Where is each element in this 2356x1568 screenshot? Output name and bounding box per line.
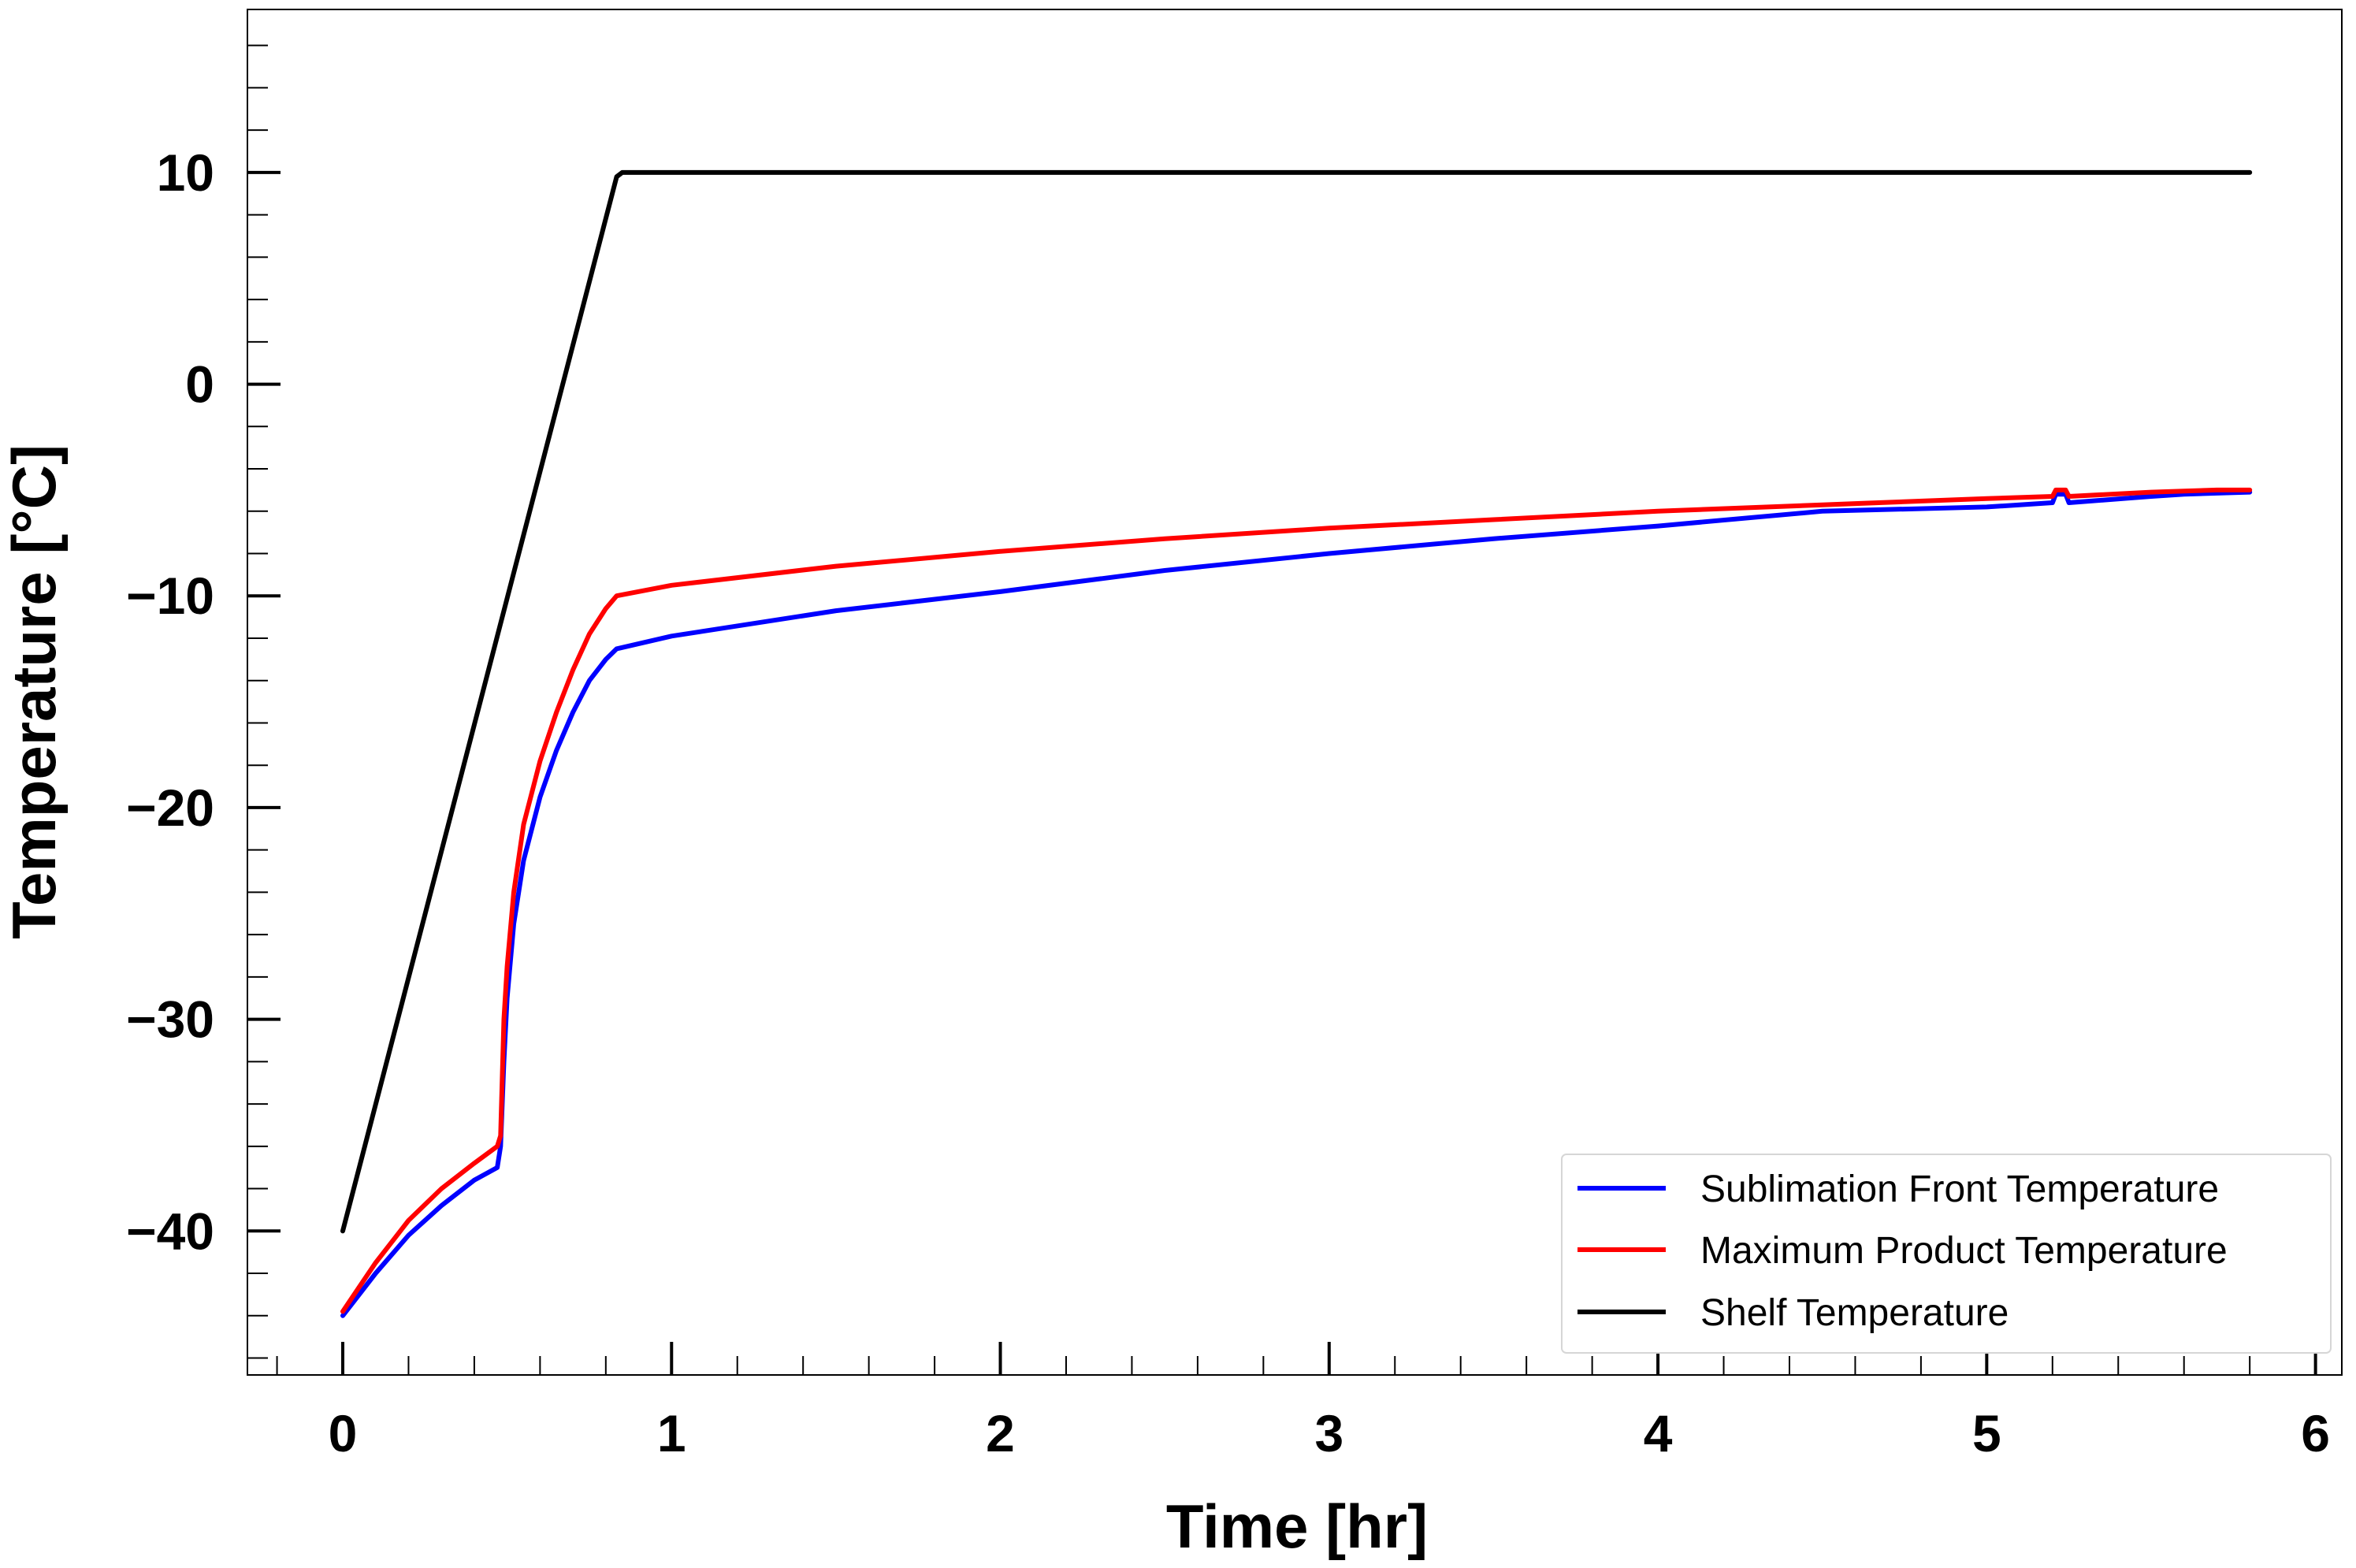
series-line-sublimation-front bbox=[340, 489, 2253, 1318]
x-tick-labels: 0 1 2 3 4 5 6 bbox=[329, 1404, 2330, 1462]
minor-ticks bbox=[247, 44, 2251, 1375]
legend: Sublimation Front Temperature Maximum Pr… bbox=[1561, 1154, 2332, 1354]
x-tick-label: 3 bbox=[1314, 1404, 1343, 1462]
y-tick-label: −40 bbox=[126, 1202, 214, 1260]
y-tick-label: 10 bbox=[157, 143, 214, 202]
x-tick-label: 1 bbox=[657, 1404, 686, 1462]
legend-label-shelf: Shelf Temperature bbox=[1700, 1292, 2009, 1334]
x-tick-label: 2 bbox=[986, 1404, 1015, 1462]
x-tick-label: 0 bbox=[329, 1404, 358, 1462]
y-tick-label: −30 bbox=[126, 990, 214, 1049]
y-tick-label: 0 bbox=[185, 355, 214, 414]
y-tick-label: −10 bbox=[126, 567, 214, 625]
x-tick-label: 6 bbox=[2301, 1404, 2330, 1462]
y-tick-label: −20 bbox=[126, 778, 214, 837]
y-tick-labels: −40 −30 −20 −10 0 10 bbox=[126, 143, 214, 1260]
legend-box bbox=[1561, 1154, 2332, 1354]
series-line-shelf bbox=[340, 169, 2253, 1234]
series-line-max-product bbox=[340, 487, 2253, 1314]
series-layer bbox=[340, 169, 2253, 1318]
x-axis-title: Time [hr] bbox=[1166, 1492, 1428, 1561]
y-axis-title: Temperature [°C] bbox=[0, 444, 69, 939]
legend-label-max-product: Maximum Product Temperature bbox=[1700, 1230, 2228, 1272]
x-tick-label: 4 bbox=[1644, 1404, 1673, 1462]
legend-label-sublimation: Sublimation Front Temperature bbox=[1700, 1169, 2219, 1210]
x-tick-label: 5 bbox=[1972, 1404, 2001, 1462]
plot-frame bbox=[247, 9, 2343, 1376]
